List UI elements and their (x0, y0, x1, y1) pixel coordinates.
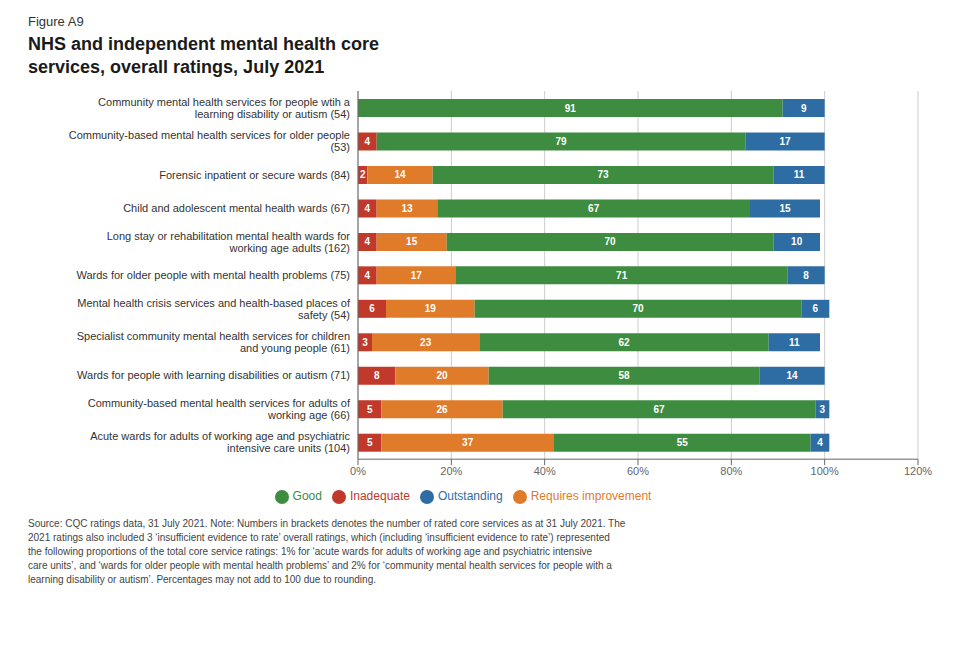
svg-text:Child and adolescent mental he: Child and adolescent mental health wards… (123, 202, 350, 214)
svg-text:60%: 60% (627, 465, 649, 477)
svg-text:14: 14 (394, 169, 406, 180)
svg-text:15: 15 (779, 203, 791, 214)
svg-text:17: 17 (779, 136, 791, 147)
svg-text:Community-based mental health: Community-based mental health services f… (88, 397, 351, 421)
svg-text:5: 5 (367, 404, 373, 415)
html-text:NHS and independent mental hea: NHS and independent mental health core (28, 34, 380, 54)
svg-text:79: 79 (555, 136, 567, 147)
svg-text:120%: 120% (904, 465, 932, 477)
svg-text:Long stay or rehabilitation me: Long stay or rehabilitation mental healt… (107, 230, 351, 254)
html-text:Good: Good (292, 489, 322, 504)
svg-text:0%: 0% (350, 465, 366, 477)
svg-text:20: 20 (436, 370, 448, 381)
svg-text:40%: 40% (534, 465, 556, 477)
svg-text:37: 37 (462, 437, 474, 448)
svg-text:Mental health crisis services: Mental health crisis services and health… (77, 297, 351, 321)
svg-text:70: 70 (604, 236, 616, 247)
svg-text:19: 19 (425, 303, 437, 314)
svg-text:11: 11 (794, 169, 805, 180)
svg-text:71: 71 (616, 270, 628, 281)
svg-text:4: 4 (365, 270, 371, 281)
svg-text:73: 73 (597, 169, 609, 180)
svg-text:55: 55 (677, 437, 689, 448)
svg-text:62: 62 (618, 337, 630, 348)
html-text:Inadequate: Inadequate (349, 489, 410, 504)
svg-text:Forensic inpatient or secure w: Forensic inpatient or secure wards (84) (159, 169, 350, 181)
html-text:Source: CQC ratings data, 31 J: Source: CQC ratings data, 31 July 2021. … (28, 518, 626, 585)
svg-text:13: 13 (401, 203, 413, 214)
svg-text:2: 2 (360, 169, 366, 180)
svg-text:17: 17 (411, 270, 423, 281)
svg-text:67: 67 (588, 203, 600, 214)
svg-text:4: 4 (817, 437, 823, 448)
svg-text:6: 6 (369, 303, 375, 314)
svg-text:23: 23 (420, 337, 432, 348)
svg-text:70: 70 (632, 303, 644, 314)
svg-text:Specialist community mental he: Specialist community mental health servi… (77, 330, 350, 354)
html-text:Figure A9: Figure A9 (28, 14, 84, 29)
html-text:Requires improvement: Requires improvement (530, 489, 652, 504)
svg-text:4: 4 (365, 236, 371, 247)
svg-text:100%: 100% (811, 465, 839, 477)
svg-text:6: 6 (813, 303, 819, 314)
svg-text:Community-based mental health: Community-based mental health services f… (69, 129, 350, 153)
svg-text:4: 4 (365, 203, 371, 214)
svg-text:15: 15 (406, 236, 418, 247)
html-text:Outstanding: Outstanding (438, 489, 503, 504)
svg-text:58: 58 (618, 370, 630, 381)
svg-text:3: 3 (820, 404, 826, 415)
svg-text:Acute wards for adults of work: Acute wards for adults of working age an… (90, 430, 350, 454)
svg-text:67: 67 (653, 404, 665, 415)
svg-text:8: 8 (374, 370, 380, 381)
svg-text:14: 14 (786, 370, 798, 381)
svg-text:3: 3 (362, 337, 368, 348)
svg-text:91: 91 (565, 103, 577, 114)
svg-text:8: 8 (803, 270, 809, 281)
svg-text:Wards for people with learning: Wards for people with learning disabilit… (77, 369, 350, 381)
html-text:services, overall ratings, Jul: services, overall ratings, July 2021 (28, 57, 325, 77)
svg-text:26: 26 (436, 404, 448, 415)
svg-text:Wards for older people with me: Wards for older people with mental healt… (76, 269, 350, 281)
svg-text:4: 4 (365, 136, 371, 147)
svg-text:10: 10 (791, 236, 803, 247)
svg-text:9: 9 (801, 103, 807, 114)
svg-text:80%: 80% (720, 465, 742, 477)
svg-text:11: 11 (789, 337, 800, 348)
svg-text:Community mental health servic: Community mental health services for peo… (98, 96, 351, 120)
svg-text:5: 5 (367, 437, 373, 448)
svg-text:20%: 20% (440, 465, 462, 477)
